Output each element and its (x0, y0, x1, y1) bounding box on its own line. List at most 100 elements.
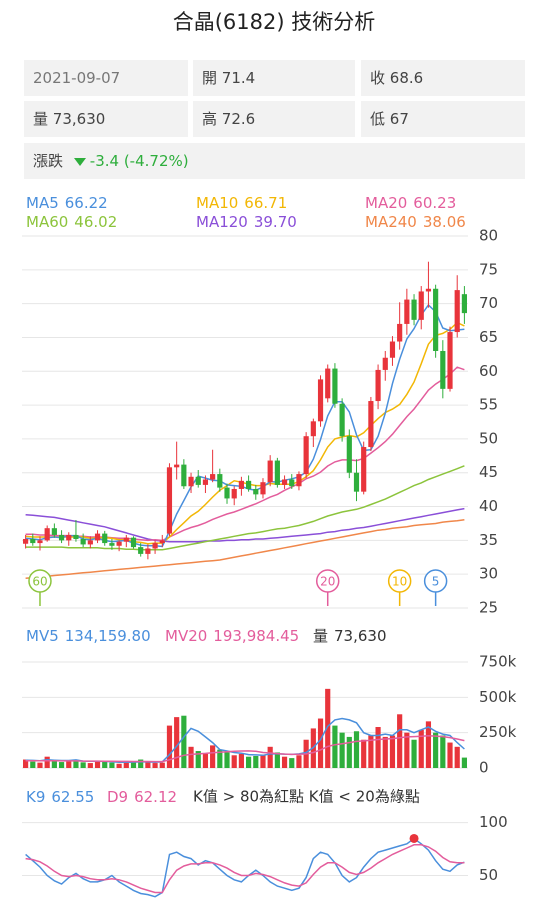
value: 67 (389, 110, 409, 128)
volume-bar (37, 762, 43, 768)
legend-item: MV20 193,984.45 (165, 627, 299, 645)
legend-name: MA240 (365, 213, 417, 231)
info-high: 高 72.6 (193, 101, 355, 137)
legend-name: 量 (313, 627, 328, 645)
volume-bar (51, 760, 57, 768)
volume-bar (440, 735, 446, 768)
candle-body (37, 540, 43, 544)
candle-body (166, 467, 173, 534)
legend-name: D9 (107, 788, 128, 806)
candle-body (454, 290, 460, 333)
legend-value: 62.55 (51, 788, 94, 806)
ma-line (25, 507, 465, 543)
kd-note: K值 > 80為紅點 K值 < 20為綠點 (193, 788, 420, 806)
legend-item: MA60 46.02 (26, 213, 117, 231)
volume-bar (433, 732, 439, 768)
candle-body (246, 480, 252, 489)
legend-value: 73,630 (334, 627, 387, 645)
candle-body (116, 541, 122, 546)
volume-bar (102, 761, 108, 768)
legend-item: MA240 38.06 (365, 213, 466, 231)
legend-name: MA10 (196, 194, 238, 212)
ma-line (25, 465, 465, 551)
down-triangle (73, 157, 86, 166)
volume-bar (253, 755, 259, 768)
label: 量 (33, 110, 49, 128)
volume-bar (281, 756, 288, 768)
candle-body (411, 299, 417, 320)
marker-circle (28, 569, 52, 593)
candle-body (44, 528, 50, 541)
volume-bar (461, 757, 467, 768)
y-tick-label: 40 (479, 497, 498, 515)
candle-body (224, 487, 230, 499)
candle-body (253, 488, 259, 495)
y-tick-label: 65 (479, 328, 498, 346)
volume-bar (260, 755, 266, 768)
candle-body (440, 350, 446, 389)
y-tick-label: 55 (479, 396, 498, 414)
volume-bar (368, 735, 374, 768)
candle-body (109, 543, 115, 546)
legend-name: MA60 (26, 213, 68, 231)
candle-body (260, 482, 266, 495)
marker-label: 10 (392, 575, 407, 589)
volume-bar (339, 732, 345, 768)
volume-bar (425, 721, 432, 768)
volume-bar (80, 762, 86, 768)
value: 72.6 (221, 110, 256, 128)
volume-bar (210, 745, 216, 768)
marker-label: 20 (320, 575, 335, 589)
value: -3.4 (-4.72%) (89, 152, 189, 170)
volume-bar (447, 742, 453, 768)
candle-body (94, 533, 101, 541)
y-tick-label: 60 (479, 362, 498, 380)
legend-value: 134,159.80 (65, 627, 151, 645)
volume-bar (404, 732, 410, 768)
volume-bar (174, 717, 180, 768)
volume-bar (361, 739, 367, 768)
ma-line (25, 366, 465, 542)
volume-bar (274, 752, 280, 768)
candle-body (447, 332, 453, 389)
candle-body (418, 291, 424, 320)
volume-bar (130, 761, 137, 768)
label: 高 (202, 110, 218, 128)
legend-value: 66.22 (65, 194, 108, 212)
volume-bar (353, 731, 360, 768)
candle-body (310, 421, 316, 437)
candle-body (231, 488, 237, 499)
volume-bar (289, 758, 295, 768)
candle-body (181, 464, 187, 487)
down-arrow (73, 157, 86, 166)
volume-bar (73, 759, 79, 768)
volume-bar (123, 762, 129, 768)
legend-value: 193,984.45 (213, 627, 299, 645)
volume-bar (332, 725, 338, 768)
candle-body (461, 294, 467, 314)
kd-line (25, 837, 465, 898)
y-tick-label: 250k (479, 723, 517, 741)
volume-bar (224, 752, 230, 768)
volume-bar (44, 756, 50, 768)
volume-bar (66, 760, 72, 768)
candle-body (66, 534, 72, 541)
y-tick-label: 0 (479, 759, 489, 777)
label: 低 (370, 110, 386, 128)
legend-item: MA10 66.71 (196, 194, 287, 212)
volume-bar (145, 762, 151, 768)
info-open: 開 71.4 (193, 60, 355, 96)
candle-body (346, 436, 352, 473)
volume-bar (397, 714, 403, 768)
volume-bar (246, 756, 252, 768)
volume-bar (202, 753, 209, 768)
volume-bar (375, 727, 381, 768)
candle-body (23, 539, 29, 544)
y-tick-label: 30 (479, 565, 498, 583)
candle-body (138, 547, 144, 554)
marker-label: 60 (32, 575, 47, 589)
volume-bar (87, 763, 93, 768)
candle-body (368, 401, 374, 448)
marker-circle (423, 569, 448, 593)
